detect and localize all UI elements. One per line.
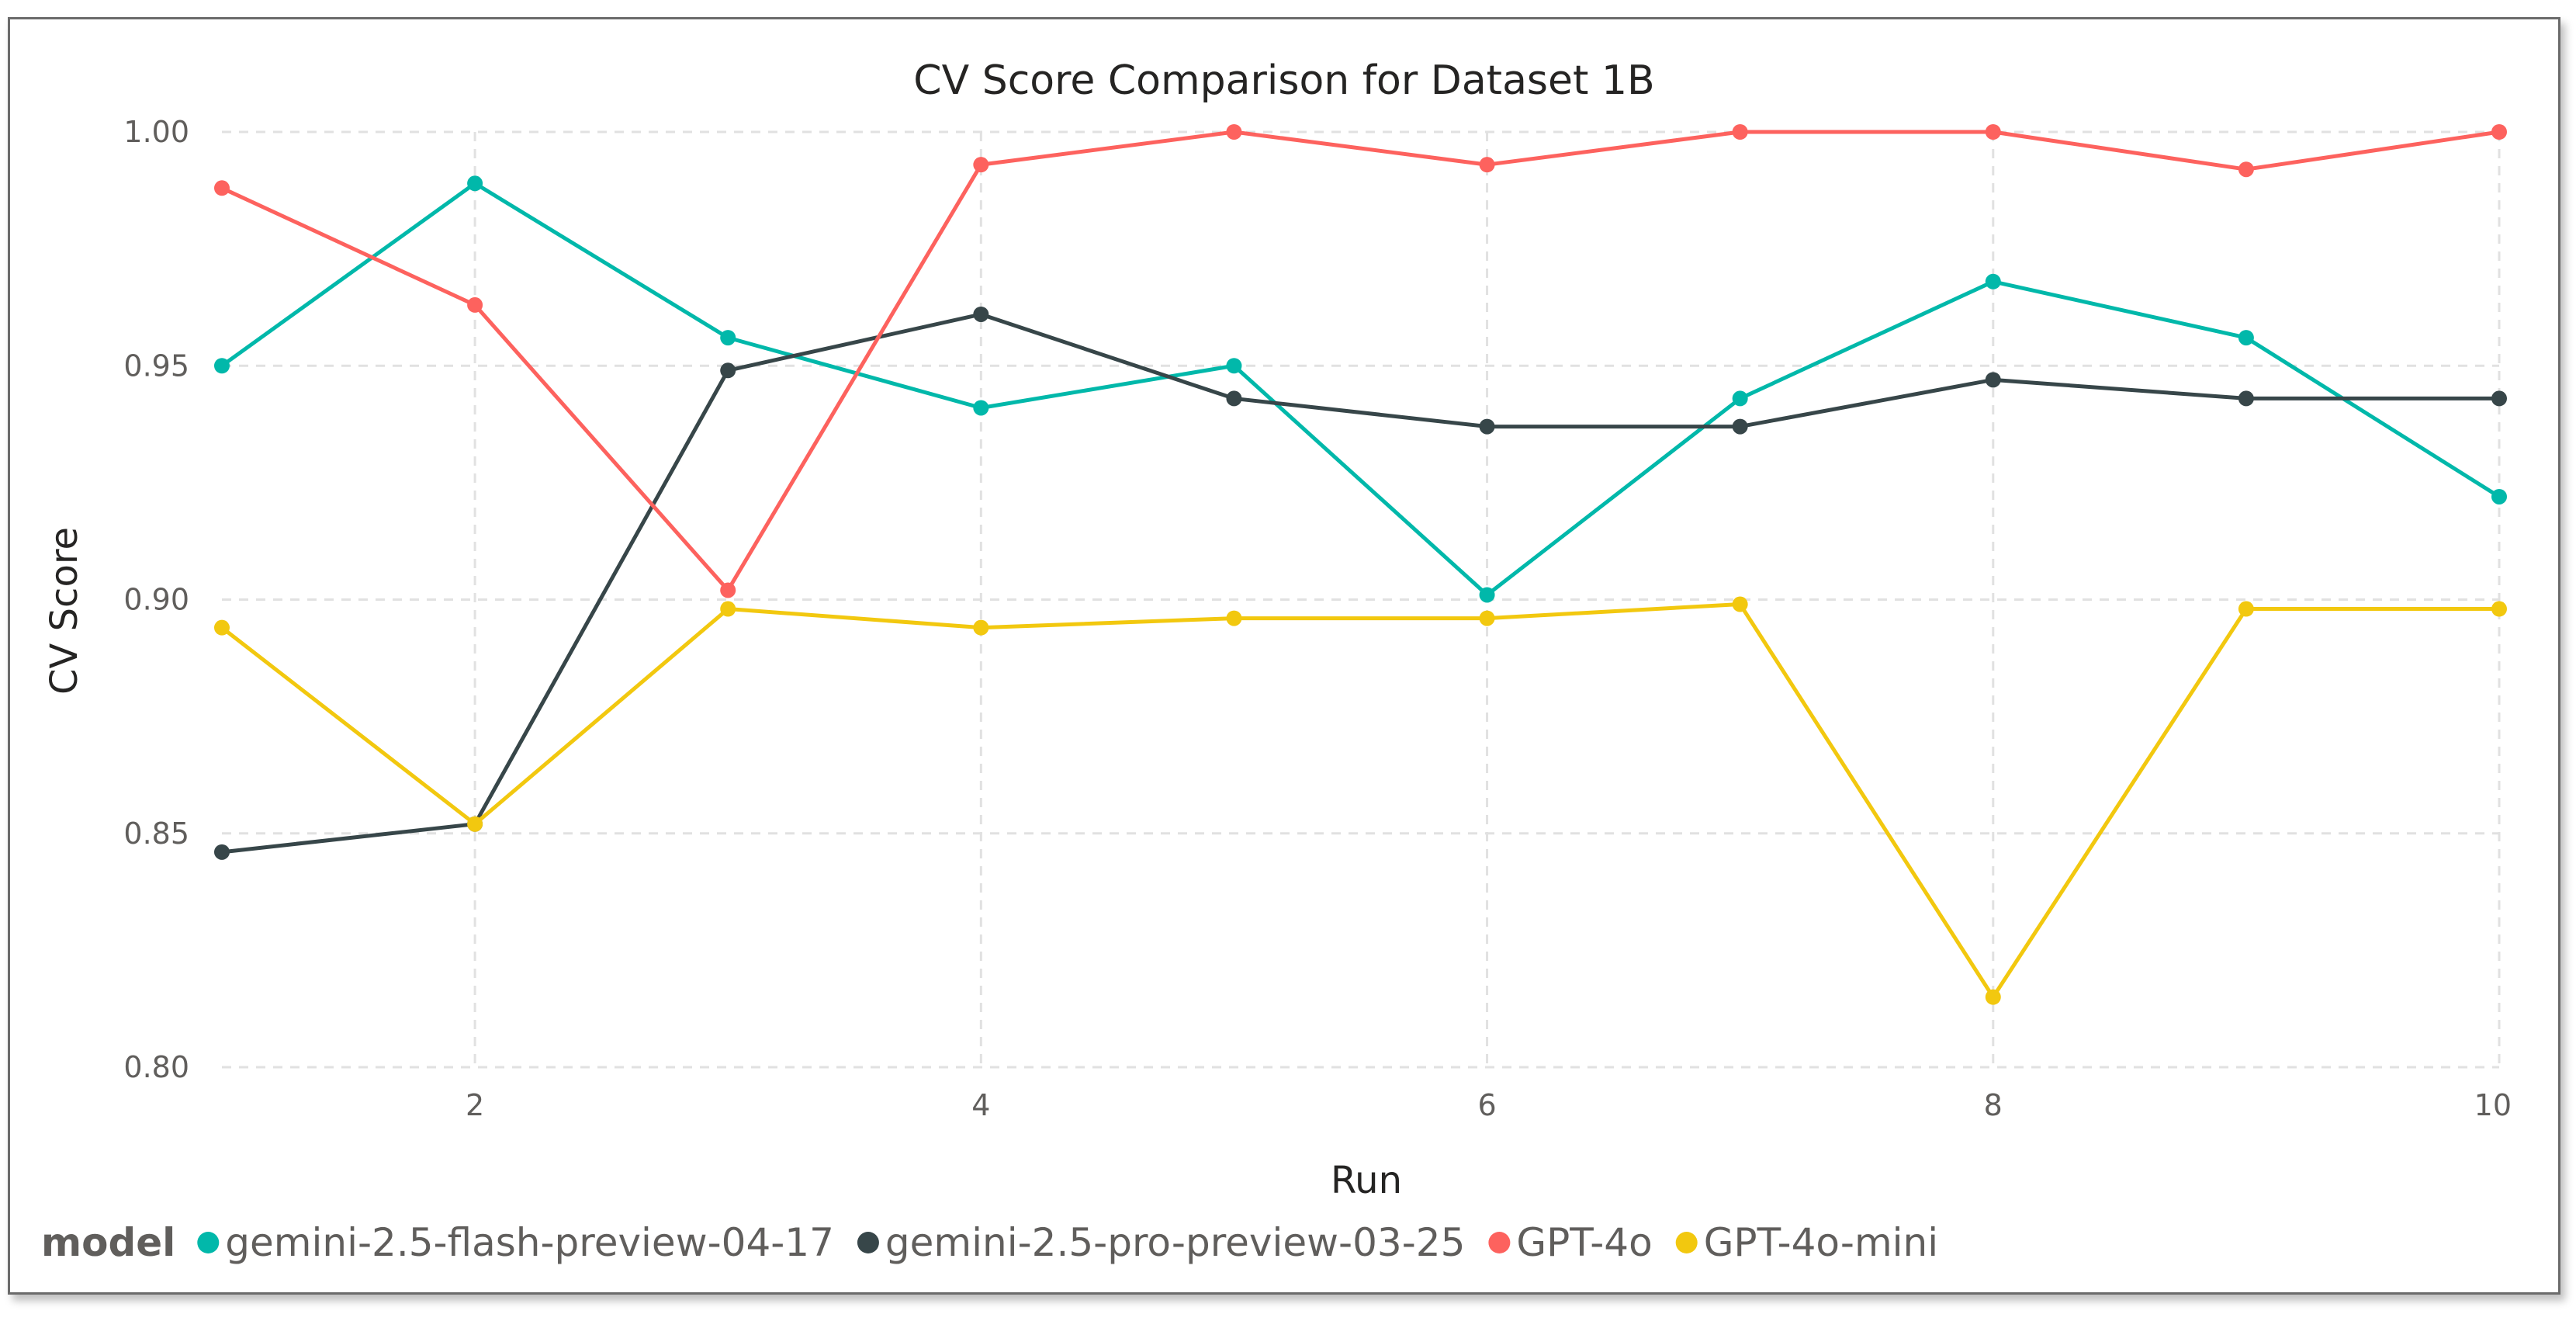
data-point [1226, 358, 1242, 374]
data-point [1479, 610, 1495, 626]
legend-title: model [41, 1220, 175, 1265]
data-point [1732, 596, 1748, 612]
y-axis-ticks: 0.80 0.85 0.90 0.95 1.00 [123, 115, 189, 1084]
series-line [221, 312, 2499, 855]
data-point [720, 601, 736, 617]
data-point [720, 582, 736, 598]
legend-marker [1488, 1232, 1511, 1253]
data-point [467, 175, 483, 192]
data-point [1732, 418, 1748, 435]
legend: model gemini-2.5-flash-preview-04-17 gemin… [41, 1220, 1938, 1265]
y-axis-title: CV Score [43, 527, 86, 695]
data-point [2491, 488, 2507, 504]
x-axis-ticks: 2 4 6 8 10 [466, 1088, 2512, 1122]
data-point [214, 844, 230, 860]
y-tick-label: 0.90 [123, 583, 189, 617]
data-point [1985, 273, 2001, 290]
series-line [220, 130, 2500, 592]
x-tick-label: 10 [2474, 1088, 2512, 1122]
series-2 [214, 124, 2507, 598]
data-point [2238, 601, 2254, 617]
x-tick-label: 8 [1984, 1088, 2003, 1122]
data-point [973, 157, 989, 173]
legend-entry: gemini-2.5-pro-preview-03-25 [885, 1220, 1465, 1265]
chart-frame: CV Score Comparison for Dataset 1B 0.80 0… [8, 17, 2560, 1295]
data-point [214, 358, 230, 374]
x-tick-label: 6 [1477, 1088, 1496, 1122]
data-point [2491, 124, 2507, 140]
data-point [1732, 124, 1748, 140]
data-point [973, 619, 989, 636]
legend-marker [197, 1232, 220, 1253]
series-line [220, 181, 2501, 597]
data-point [720, 362, 736, 379]
data-point [214, 180, 230, 196]
data-point [2238, 161, 2254, 178]
data-point [1985, 989, 2001, 1005]
x-axis-title: Run [1331, 1159, 1402, 1202]
data-point [1226, 610, 1242, 626]
series-0 [214, 175, 2507, 603]
data-point [1479, 587, 1495, 603]
x-tick-label: 2 [466, 1088, 484, 1122]
y-tick-label: 0.95 [123, 348, 189, 383]
legend-entry: GPT-4o [1516, 1220, 1652, 1265]
chart-title: CV Score Comparison for Dataset 1B [913, 57, 1654, 104]
data-point [720, 330, 736, 346]
data-point [2491, 390, 2507, 407]
series-lines [214, 124, 2507, 1005]
gridlines [222, 130, 2501, 1069]
y-tick-label: 1.00 [123, 115, 189, 149]
data-point [1479, 418, 1495, 435]
series-1 [214, 306, 2507, 860]
data-point [2491, 601, 2507, 617]
legend-entry: gemini-2.5-flash-preview-04-17 [225, 1220, 834, 1265]
data-point [1985, 124, 2001, 140]
legend-marker [857, 1232, 879, 1253]
legend-entry: GPT-4o-mini [1704, 1220, 1938, 1265]
y-tick-label: 0.80 [123, 1050, 189, 1084]
series-line [220, 602, 2499, 1000]
line-chart: CV Score Comparison for Dataset 1B 0.800… [41, 57, 2512, 1265]
series-3 [214, 596, 2507, 1005]
data-point [973, 400, 989, 416]
data-point [1479, 157, 1495, 173]
x-tick-label: 4 [971, 1088, 990, 1122]
data-point [467, 816, 483, 832]
data-point [467, 296, 483, 313]
data-point [214, 619, 230, 636]
data-point [1226, 124, 1242, 140]
legend-marker [1675, 1232, 1698, 1253]
y-tick-label: 0.85 [123, 817, 189, 851]
data-point [973, 306, 989, 322]
data-point [2238, 330, 2254, 346]
data-point [2238, 390, 2254, 407]
data-point [1732, 390, 1748, 407]
data-point [1985, 372, 2001, 388]
data-point [1226, 390, 1242, 407]
